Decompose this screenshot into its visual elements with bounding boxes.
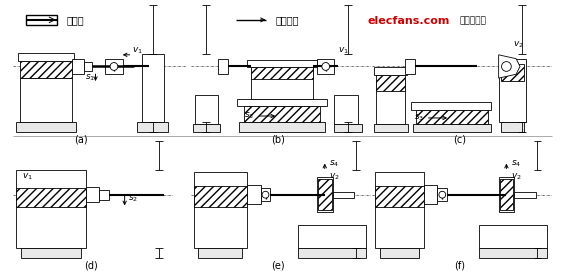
- Bar: [239, 122, 325, 132]
- Bar: [137, 122, 168, 132]
- Bar: [424, 185, 437, 205]
- Bar: [501, 64, 524, 81]
- Bar: [374, 67, 407, 75]
- Bar: [260, 188, 271, 202]
- Bar: [499, 177, 514, 212]
- Bar: [437, 188, 447, 202]
- Bar: [317, 177, 333, 212]
- Bar: [16, 188, 86, 207]
- Text: $s_1$: $s_1$: [85, 73, 95, 84]
- Bar: [16, 122, 76, 132]
- Text: $s_3$: $s_3$: [244, 111, 254, 121]
- Bar: [21, 248, 81, 258]
- Bar: [194, 95, 218, 124]
- Bar: [251, 67, 313, 98]
- Bar: [380, 248, 419, 258]
- Text: 进给运动: 进给运动: [275, 15, 299, 25]
- Bar: [375, 172, 424, 248]
- Bar: [334, 95, 358, 124]
- Bar: [84, 62, 92, 71]
- Circle shape: [262, 191, 269, 198]
- Text: $v_2$: $v_2$: [329, 172, 340, 183]
- Bar: [374, 124, 408, 132]
- Bar: [237, 98, 327, 106]
- Bar: [18, 53, 74, 61]
- Text: 主运动: 主运动: [66, 15, 84, 25]
- Text: (d): (d): [84, 261, 98, 271]
- Bar: [411, 103, 491, 110]
- Text: $s_3$: $s_3$: [414, 113, 424, 123]
- Bar: [99, 190, 109, 200]
- Bar: [298, 248, 366, 258]
- Bar: [193, 124, 220, 132]
- Bar: [318, 179, 332, 210]
- Text: (f): (f): [454, 261, 466, 271]
- Bar: [247, 60, 317, 67]
- Text: $v_1$: $v_1$: [132, 46, 143, 56]
- Circle shape: [502, 62, 511, 71]
- Bar: [16, 171, 86, 248]
- Bar: [142, 54, 163, 122]
- Bar: [375, 186, 424, 207]
- Bar: [194, 172, 247, 248]
- Bar: [333, 192, 354, 198]
- Text: (c): (c): [453, 134, 466, 144]
- Bar: [405, 59, 415, 74]
- Text: $s_2$: $s_2$: [128, 193, 138, 204]
- Bar: [20, 78, 72, 122]
- Bar: [317, 59, 334, 74]
- Circle shape: [110, 63, 118, 70]
- Bar: [514, 192, 536, 198]
- Bar: [416, 110, 488, 124]
- Bar: [334, 124, 362, 132]
- Bar: [198, 248, 242, 258]
- Text: (a): (a): [74, 134, 88, 144]
- Text: $v_2$: $v_2$: [511, 172, 521, 183]
- Bar: [479, 225, 547, 248]
- Bar: [376, 75, 405, 91]
- Bar: [501, 122, 524, 132]
- Text: $v_1$: $v_1$: [22, 172, 33, 183]
- Bar: [244, 106, 320, 122]
- Bar: [247, 185, 260, 205]
- Bar: [25, 15, 56, 25]
- Bar: [479, 248, 547, 258]
- Text: (b): (b): [271, 134, 285, 144]
- Bar: [499, 179, 513, 210]
- Text: $s_4$: $s_4$: [511, 158, 521, 169]
- Bar: [251, 67, 313, 79]
- Circle shape: [322, 63, 329, 70]
- Text: 电子发烧友: 电子发烧友: [460, 16, 486, 25]
- Bar: [105, 59, 123, 74]
- Bar: [499, 59, 526, 122]
- Bar: [194, 186, 247, 207]
- Text: $v_1$: $v_1$: [338, 46, 349, 56]
- Bar: [298, 225, 366, 248]
- Text: (e): (e): [271, 261, 285, 271]
- Bar: [20, 61, 72, 78]
- Bar: [413, 124, 491, 132]
- Bar: [72, 59, 84, 74]
- Text: $s_4$: $s_4$: [329, 158, 340, 169]
- Polygon shape: [499, 55, 520, 78]
- Bar: [218, 59, 228, 74]
- Text: elecfans.com: elecfans.com: [367, 16, 450, 26]
- Text: $v_2$: $v_2$: [512, 40, 523, 50]
- Bar: [86, 187, 99, 202]
- Circle shape: [439, 191, 446, 198]
- Bar: [376, 80, 405, 124]
